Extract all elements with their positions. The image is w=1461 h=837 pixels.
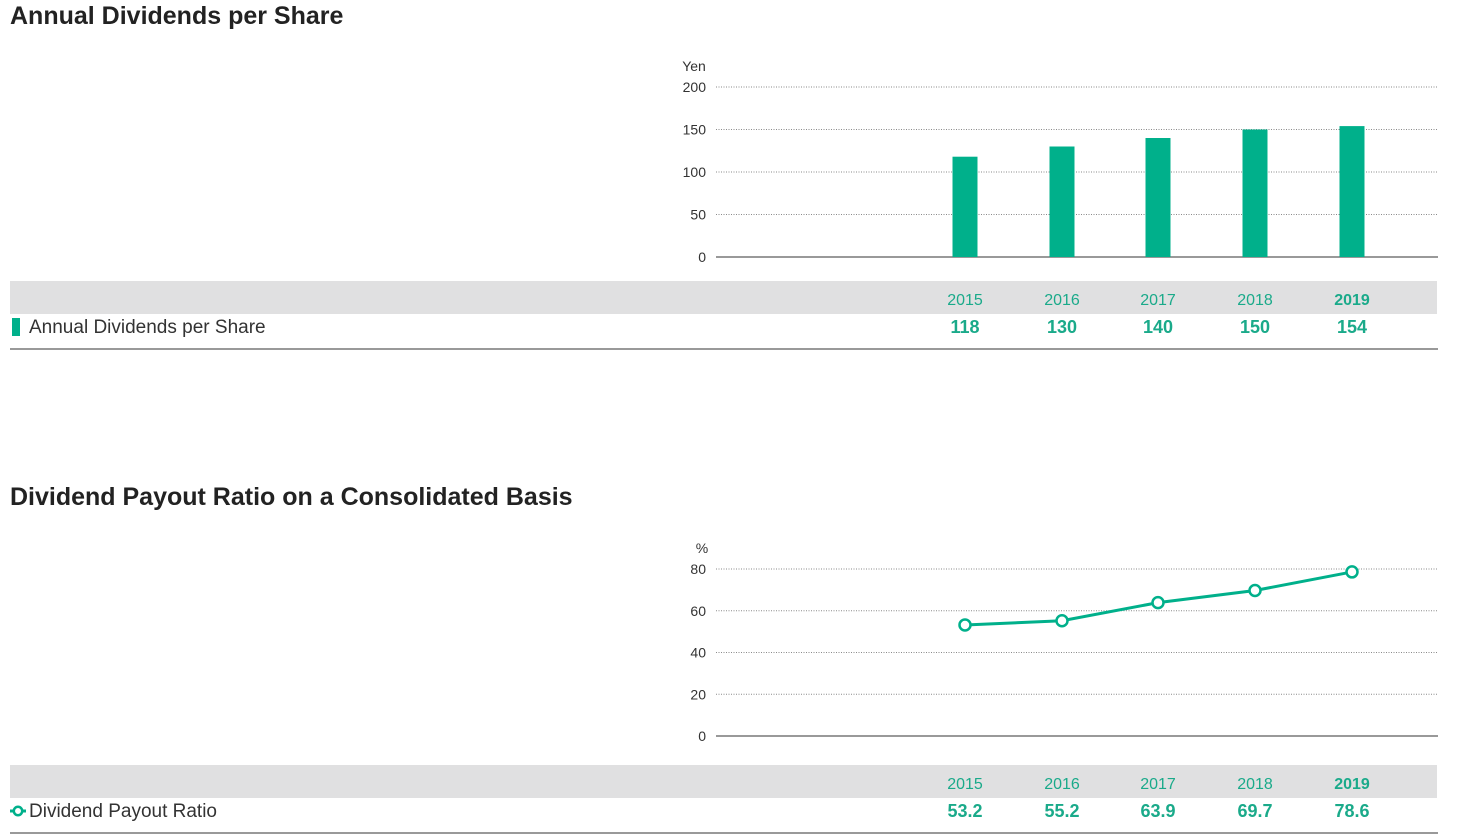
data-point-2017: [1151, 595, 1165, 610]
bar-2015: [952, 156, 978, 257]
chart-title-payout-ratio: Dividend Payout Ratio on a Consolidated …: [10, 483, 573, 511]
year-label-2015: 2015: [947, 292, 983, 309]
y-tick-label: 0: [698, 249, 706, 265]
y-tick-label: 200: [683, 79, 707, 95]
value-label-2015: 53.2: [947, 801, 982, 821]
legend-bar-swatch: [12, 318, 20, 336]
value-label-2016: 55.2: [1044, 801, 1079, 821]
value-label-2017: 63.9: [1140, 801, 1175, 821]
year-label-2018: 2018: [1237, 292, 1273, 309]
year-label-2017: 2017: [1140, 292, 1176, 309]
bar-2019: [1339, 126, 1365, 257]
y-tick-label: 60: [690, 603, 706, 619]
year-header-band: [10, 765, 1437, 798]
legend-label: Dividend Payout Ratio: [29, 801, 217, 822]
year-label-2019: 2019: [1334, 292, 1370, 309]
year-label-2019: 2019: [1334, 776, 1370, 793]
value-label-2017: 140: [1143, 317, 1173, 337]
chart-title-dividends: Annual Dividends per Share: [10, 2, 344, 30]
value-label-2015: 118: [950, 317, 979, 337]
bar-2018: [1242, 129, 1268, 257]
y-tick-label: 150: [683, 122, 707, 138]
y-tick-label: 0: [698, 728, 706, 744]
value-label-2016: 130: [1047, 317, 1077, 337]
y-tick-label: 50: [690, 207, 706, 223]
bar-2017: [1145, 138, 1171, 257]
value-label-2019: 78.6: [1334, 801, 1369, 821]
payout-ratio-line-chart: % 0 20 40 60 80 2015 2016 2017 2018 2019 Dividend P…: [10, 540, 1438, 834]
y-tick-label: 40: [690, 645, 706, 661]
data-point-2018: [1248, 583, 1262, 598]
y-tick-label: 80: [690, 561, 706, 577]
y-axis-unit-label: %: [696, 540, 708, 556]
value-label-2018: 69.7: [1237, 801, 1272, 821]
year-label-2017: 2017: [1140, 776, 1176, 793]
value-label-2018: 150: [1240, 317, 1270, 337]
data-point-2016: [1055, 614, 1069, 628]
y-tick-label: 20: [690, 686, 706, 702]
data-point-2015: [958, 618, 972, 632]
y-tick-label: 100: [683, 164, 707, 180]
legend-marker-swatch: [12, 805, 24, 817]
y-axis-unit-label: Yen: [682, 58, 706, 74]
data-point-2019: [1345, 565, 1359, 579]
year-header-band: [10, 281, 1437, 314]
year-label-2018: 2018: [1237, 776, 1273, 793]
year-label-2016: 2016: [1044, 292, 1080, 309]
legend-label: Annual Dividends per Share: [29, 317, 266, 338]
dividends-bar-chart: Yen 0 50 100 150 200 2015 2016 2017 2018 2019 Annua…: [10, 58, 1438, 350]
value-label-2019: 154: [1337, 317, 1367, 337]
year-label-2015: 2015: [947, 776, 983, 793]
year-label-2016: 2016: [1044, 776, 1080, 793]
bar-2016: [1049, 146, 1075, 257]
